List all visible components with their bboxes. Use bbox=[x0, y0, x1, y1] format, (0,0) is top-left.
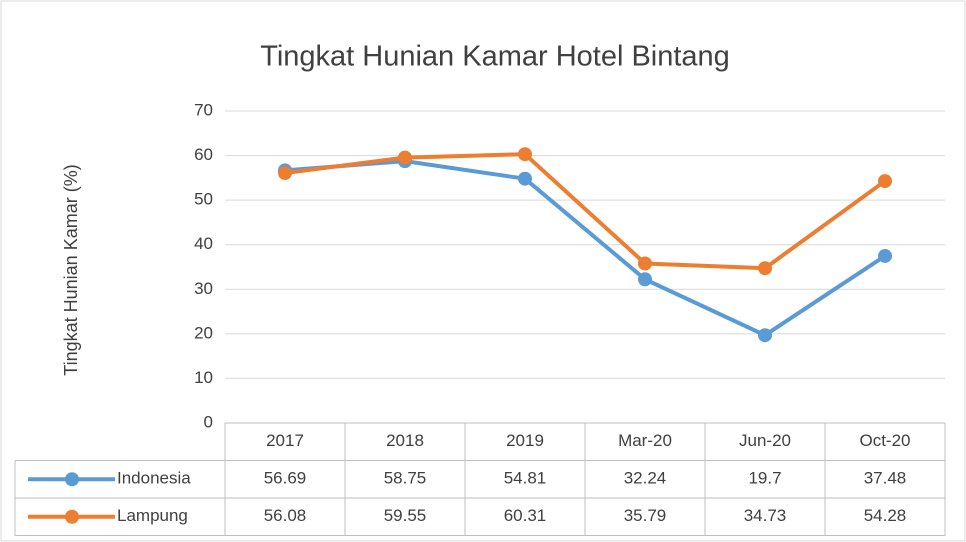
table-value: 34.73 bbox=[744, 506, 787, 525]
table-value: 19.7 bbox=[748, 469, 781, 488]
y-tick-label: 20 bbox=[194, 323, 213, 342]
table-value: 58.75 bbox=[384, 469, 427, 488]
y-tick-label: 10 bbox=[194, 368, 213, 387]
table-value: 54.81 bbox=[504, 469, 547, 488]
legend-marker bbox=[65, 472, 79, 487]
table-value: 60.31 bbox=[504, 506, 547, 525]
x-tick-label: 2019 bbox=[506, 431, 544, 450]
data-point bbox=[638, 256, 652, 271]
x-tick-label: Jun-20 bbox=[739, 431, 791, 450]
y-tick-label: 60 bbox=[194, 145, 213, 164]
data-point bbox=[398, 150, 412, 165]
data-point bbox=[638, 272, 652, 287]
data-point bbox=[758, 328, 772, 343]
legend-marker bbox=[65, 509, 79, 524]
x-tick-label: Mar-20 bbox=[618, 431, 672, 450]
data-point bbox=[278, 166, 292, 181]
x-tick-label: 2018 bbox=[386, 431, 424, 450]
legend-label: Lampung bbox=[117, 506, 188, 525]
series-line bbox=[284, 159, 887, 338]
y-tick-label: 50 bbox=[194, 190, 213, 209]
y-tick-label: 0 bbox=[204, 412, 213, 431]
y-tick-label: 40 bbox=[194, 234, 213, 253]
x-tick-label: Oct-20 bbox=[859, 431, 910, 450]
series-line bbox=[284, 152, 887, 271]
data-point bbox=[758, 261, 772, 276]
table-value: 59.55 bbox=[384, 506, 427, 525]
data-point bbox=[518, 147, 532, 162]
data-point bbox=[518, 171, 532, 186]
table-value: 56.69 bbox=[264, 469, 307, 488]
y-tick-label: 70 bbox=[194, 100, 213, 119]
table-value: 56.08 bbox=[264, 506, 307, 525]
legend-label: Indonesia bbox=[117, 469, 191, 488]
table-value: 35.79 bbox=[624, 506, 667, 525]
data-point bbox=[878, 248, 892, 263]
y-axis-title: Tingkat Hunian Kamar (%) bbox=[61, 164, 81, 375]
chart-title: Tingkat Hunian Kamar Hotel Bintang bbox=[260, 41, 730, 73]
table-value: 37.48 bbox=[864, 469, 907, 488]
x-tick-label: 2017 bbox=[266, 431, 304, 450]
y-tick-label: 30 bbox=[194, 279, 213, 298]
table-value: 32.24 bbox=[624, 469, 667, 488]
data-point bbox=[878, 174, 892, 189]
table-value: 54.28 bbox=[864, 506, 907, 525]
